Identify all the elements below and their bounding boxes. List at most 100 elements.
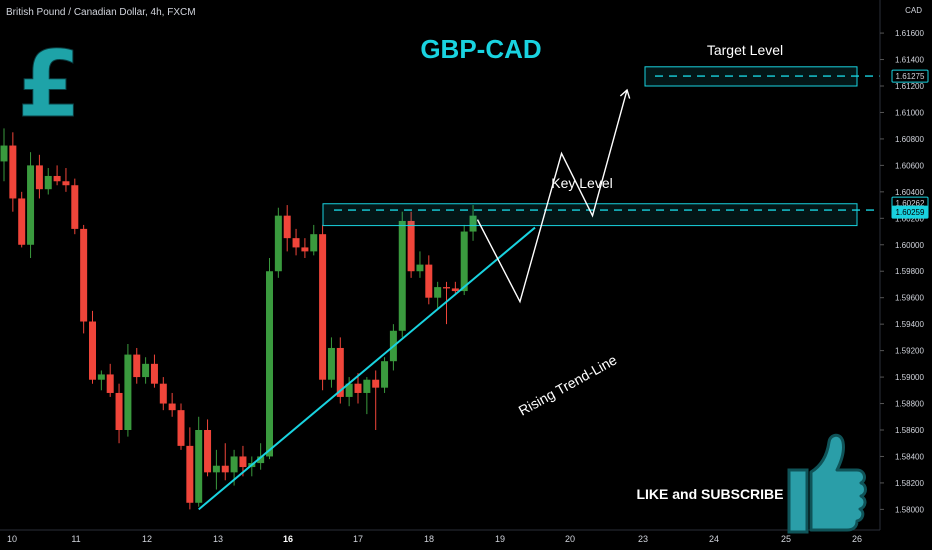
candle-body (363, 379, 371, 393)
candle-body (230, 456, 238, 473)
time-tick-label: 13 (213, 534, 223, 544)
time-tick-label: 18 (424, 534, 434, 544)
candle-body (345, 383, 353, 397)
time-tick-label: 19 (495, 534, 505, 544)
time-tick-label: 24 (709, 534, 719, 544)
candle-body (106, 374, 114, 393)
candle-body (62, 181, 70, 186)
candle-body (212, 465, 220, 473)
projection-path (476, 89, 628, 304)
price-badge-label: 1.60262 (896, 199, 925, 208)
cta-text: LIKE and SUBSCRIBE (636, 486, 783, 502)
candle-body (18, 198, 26, 245)
candle-body (257, 456, 265, 464)
price-tick-label: 1.60400 (895, 188, 924, 197)
candle-body (80, 228, 88, 322)
chart-title: GBP-CAD (420, 34, 541, 64)
candle-body (0, 145, 8, 162)
candle-body (434, 287, 442, 298)
time-tick-label: 16 (283, 534, 293, 544)
candle-body (71, 185, 79, 229)
candle-body (319, 234, 327, 380)
thumbs-up-icon (787, 433, 867, 534)
price-tick-label: 1.60800 (895, 135, 924, 144)
candle-body (186, 445, 194, 503)
candle-body (27, 165, 35, 245)
key-level-label: Key Level (551, 175, 612, 191)
candle-body (177, 410, 185, 446)
candle-body (469, 215, 477, 232)
time-tick-label: 26 (852, 534, 862, 544)
candle-body (336, 347, 344, 397)
candle-body (460, 231, 468, 292)
price-tick-label: 1.58200 (895, 479, 924, 488)
price-tick-label: 1.60600 (895, 161, 924, 170)
candle-body (204, 430, 212, 473)
candle-body (381, 361, 389, 388)
candle-body (451, 288, 459, 292)
candle-body (124, 354, 132, 430)
candle-body (195, 430, 203, 503)
time-tick-label: 12 (142, 534, 152, 544)
candle-body (168, 403, 176, 411)
candle-body (354, 383, 362, 393)
time-tick-label: 23 (638, 534, 648, 544)
time-tick-label: 11 (71, 534, 80, 544)
price-badge-label: 1.61275 (896, 72, 925, 81)
price-tick-label: 1.58000 (895, 505, 924, 514)
candle-body (133, 354, 141, 378)
candle-body (292, 238, 300, 248)
target-level-label: Target Level (707, 42, 783, 58)
candle-body (283, 215, 291, 239)
candle-body (398, 220, 406, 331)
price-tick-label: 1.59600 (895, 294, 924, 303)
price-tick-label: 1.59400 (895, 320, 924, 329)
price-tick-label: 1.59200 (895, 347, 924, 356)
candle-body (150, 363, 158, 384)
trend-line-label: Rising Trend-Line (516, 351, 620, 418)
candle-body (310, 234, 318, 252)
price-tick-label: 1.58400 (895, 452, 924, 461)
candle-body (425, 264, 433, 298)
price-tick-label: 1.61400 (895, 56, 924, 65)
pound-sign-icon: £ (16, 31, 81, 139)
price-badge-label: 1.60259 (896, 208, 925, 217)
price-badge (891, 69, 929, 83)
candle-body (301, 247, 309, 252)
price-tick-label: 1.59000 (895, 373, 924, 382)
candle-body (159, 383, 167, 404)
candle-body (443, 287, 450, 289)
svg-text:£: £ (17, 31, 81, 138)
price-tick-label: 1.61200 (895, 82, 924, 91)
candle-body (266, 271, 273, 457)
time-axis[interactable]: 10 11 12 13 16 17 18 19 20 23 24 25 26 (0, 529, 880, 544)
time-tick-label: 17 (353, 534, 363, 544)
candle-body (97, 374, 105, 380)
annotation-lines (198, 88, 631, 511)
projection-arrowhead (619, 88, 631, 99)
candle-body (9, 145, 17, 199)
candle-body (89, 321, 96, 380)
price-tick-label: 1.61000 (895, 108, 924, 117)
price-tick-label: 1.58800 (895, 400, 924, 409)
price-badge (891, 205, 929, 219)
candle-body (407, 220, 415, 272)
price-tick-label: 1.58600 (895, 426, 924, 435)
price-axis[interactable]: 1.61600 1.61400 1.61200 1.61000 1.60800 1.606… (879, 0, 929, 530)
price-tick-label: 1.60000 (895, 241, 924, 250)
candle-body (416, 264, 424, 272)
candle-body (327, 347, 335, 380)
currency-label: CAD (905, 6, 922, 15)
candle-body (221, 465, 229, 473)
price-tick-label: 1.61600 (895, 29, 924, 38)
candle-body (53, 175, 61, 182)
candle-body (372, 379, 380, 388)
price-tick-label: 1.60200 (895, 214, 924, 223)
price-tick-label: 1.59800 (895, 267, 924, 276)
candle-body (35, 165, 43, 190)
candle-body (274, 215, 282, 272)
candle-body (44, 175, 52, 190)
time-tick-label: 20 (565, 534, 575, 544)
time-tick-label: 25 (781, 534, 791, 544)
